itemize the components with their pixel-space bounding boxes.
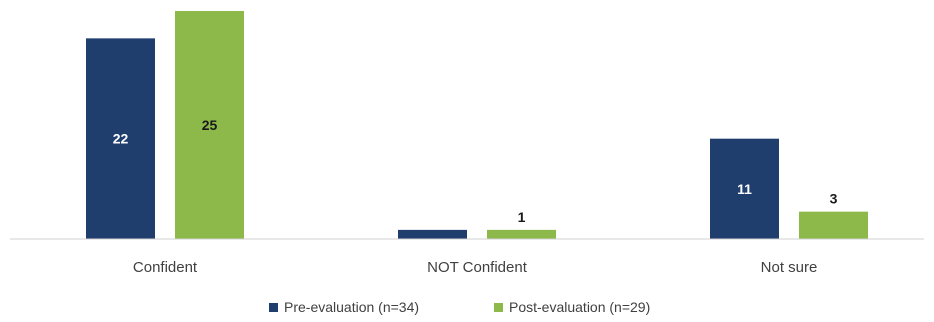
bar-pre-1 (398, 229, 467, 239)
category-label-0: Confident (133, 259, 198, 276)
bar-pre-0 (86, 38, 155, 239)
category-labels-group: Confident NOT Confident Not sure (133, 259, 817, 276)
bar-post-0 (175, 11, 244, 239)
legend-label-pre: Pre-evaluation (n=34) (284, 299, 419, 315)
legend-label-post: Post-evaluation (n=29) (509, 299, 650, 315)
data-label-post-0: 25 (202, 117, 218, 133)
category-label-1: NOT Confident (427, 259, 528, 276)
bar-post-1 (487, 229, 556, 239)
data-label-post-1: 1 (518, 209, 526, 225)
data-label-post-2: 3 (830, 191, 838, 207)
data-label-pre-0: 22 (113, 131, 129, 147)
bar-pre-2 (710, 138, 779, 239)
legend-swatch-post (494, 303, 503, 312)
legend-swatch-pre (269, 303, 278, 312)
legend: Pre-evaluation (n=34) Post-evaluation (n=… (269, 299, 650, 315)
bars-group (86, 11, 868, 239)
category-label-2: Not sure (761, 259, 818, 276)
bar-post-2 (799, 211, 868, 239)
data-label-pre-2: 11 (737, 181, 752, 197)
